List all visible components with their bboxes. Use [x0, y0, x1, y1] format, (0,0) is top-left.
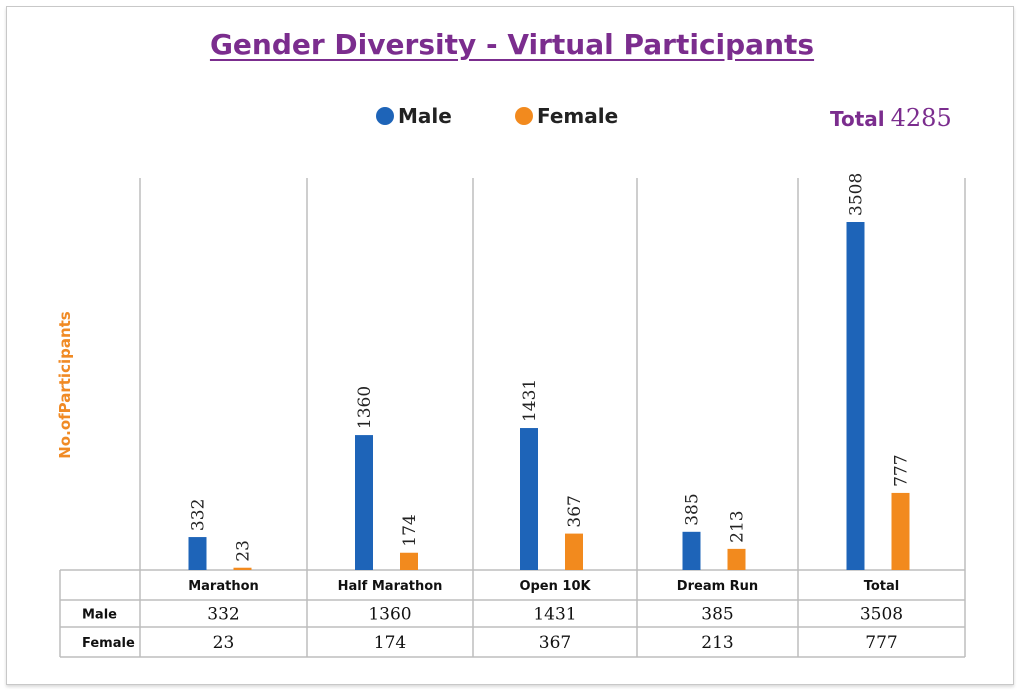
- table-cell-value: 1431: [533, 605, 576, 625]
- total-value: 4285: [890, 104, 952, 132]
- category-label: Total: [864, 579, 900, 594]
- bar-female: [233, 567, 252, 570]
- bar-female: [565, 533, 583, 570]
- table-cell-value: 1360: [368, 605, 411, 625]
- chart-title: Gender Diversity - Virtual Participants: [209, 28, 815, 61]
- total-label: Total: [830, 107, 885, 131]
- table-cell-value: 213: [701, 633, 733, 653]
- bar-label-male: 3508: [847, 173, 867, 216]
- bar-male: [846, 222, 865, 570]
- bar-label-male: 1360: [355, 386, 375, 429]
- chart-frame: [6, 6, 1014, 685]
- legend-female-swatch: [515, 107, 533, 125]
- bar-male: [188, 537, 207, 570]
- table-cell-value: 3508: [860, 605, 903, 625]
- table-cell-value: 385: [701, 605, 733, 625]
- category-label: Marathon: [188, 579, 259, 594]
- bar-male: [520, 428, 538, 570]
- bar-label-male: 1431: [520, 379, 540, 422]
- table-cell-value: 332: [207, 605, 239, 625]
- category-label: Dream Run: [677, 579, 758, 594]
- bar-label-female: 777: [892, 454, 912, 486]
- bar-label-female: 23: [234, 540, 254, 562]
- table-row-label-female: Female: [82, 636, 135, 651]
- bar-label-male: 332: [189, 499, 209, 531]
- bar-label-male: 385: [683, 493, 703, 525]
- bar-female: [891, 492, 910, 570]
- bar-label-female: 174: [400, 514, 420, 546]
- bar-male: [682, 531, 701, 570]
- category-label: Half Marathon: [338, 579, 443, 594]
- bar-label-female: 213: [728, 510, 748, 542]
- bar-female: [400, 552, 418, 570]
- table-cell-value: 174: [374, 633, 406, 653]
- legend-male: Male: [376, 104, 452, 128]
- bar-label-female: 367: [565, 495, 585, 527]
- legend-male-swatch: [376, 107, 394, 125]
- table-cell-value: 777: [865, 633, 897, 653]
- table-row-label-male: Male: [82, 608, 117, 623]
- table-cell-value: 23: [213, 633, 235, 653]
- legend-male-label: Male: [398, 104, 452, 128]
- table-cell-value: 367: [539, 633, 571, 653]
- bar-male: [355, 435, 373, 570]
- category-label: Open 10K: [519, 579, 591, 594]
- bar-female: [727, 548, 746, 570]
- legend-female-label: Female: [537, 104, 619, 128]
- total-summary: Total 4285: [830, 104, 952, 132]
- legend-female: Female: [515, 104, 618, 128]
